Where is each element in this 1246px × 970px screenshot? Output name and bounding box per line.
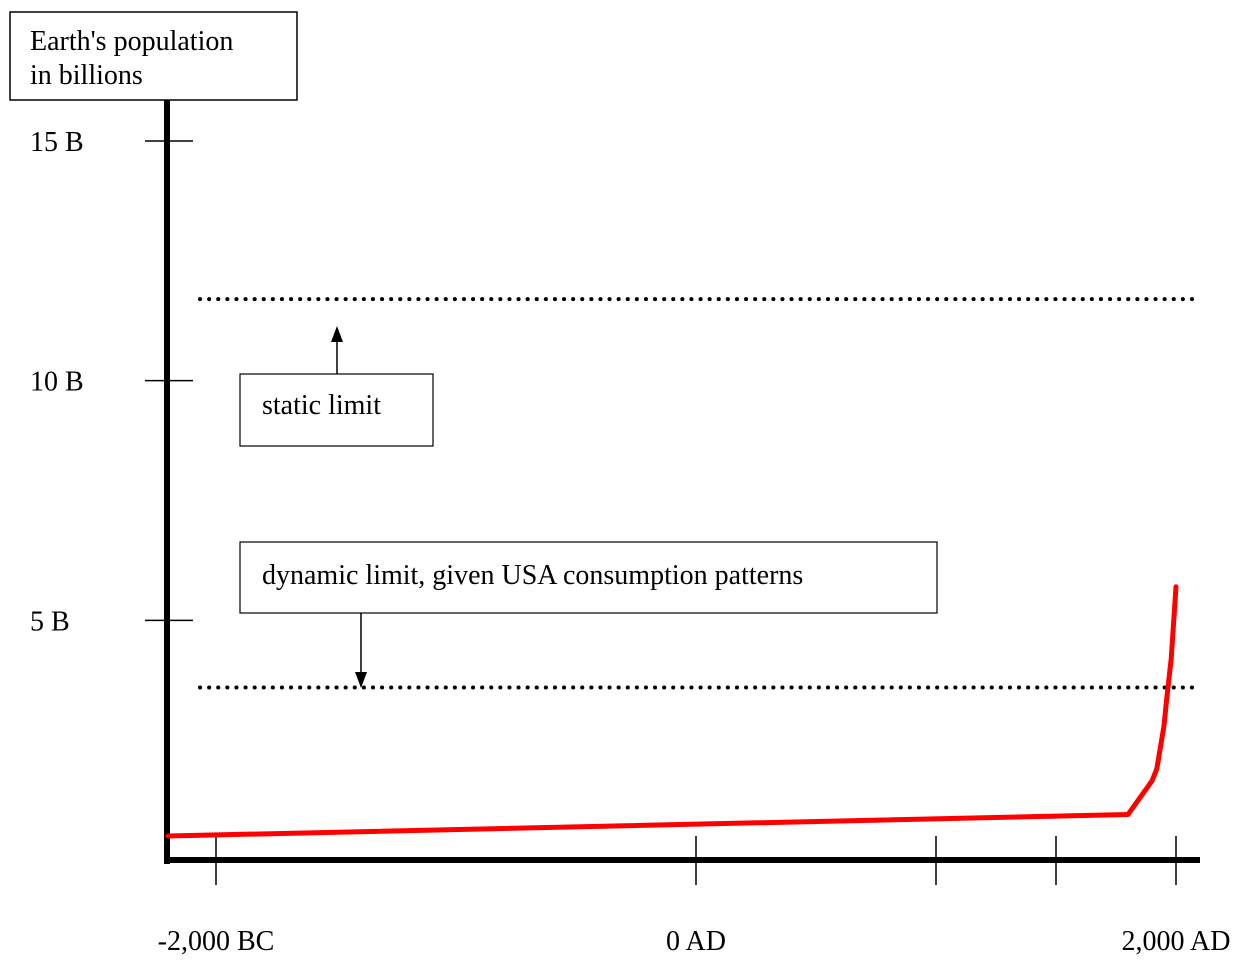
y-axis-title-line-2: in billions (30, 60, 143, 91)
y-tick-label-3: 5 B (30, 606, 70, 637)
dynamic-limit-arrowhead (355, 672, 367, 688)
x-tick-label-1: -2,000 BC (158, 926, 275, 957)
dynamic-limit-label: dynamic limit, given USA consumption pat… (262, 560, 803, 591)
population-series-line (165, 584, 1179, 839)
x-tick-label-2: 0 AD (666, 926, 726, 957)
y-axis-title-box: Earth's population in billions (9, 11, 298, 101)
reference-lines (198, 297, 1202, 690)
axes (164, 100, 1200, 864)
y-tick-label-2: 10 B (30, 367, 84, 398)
dynamic-limit-box (239, 541, 938, 614)
static-limit-annotation: static limit (239, 326, 434, 447)
series-layer (165, 584, 1179, 839)
dynamic-limit-annotation: dynamic limit, given USA consumption pat… (239, 541, 938, 688)
y-tick-label-1: 15 B (30, 127, 84, 158)
ticks: 15 B 10 B 5 B -2,000 BC 0 AD 2,000 AD (30, 127, 1230, 957)
y-axis-title-line-1: Earth's population (30, 26, 233, 57)
static-limit-box (239, 373, 434, 447)
static-limit-arrowhead (331, 326, 343, 342)
x-tick-label-5: 2,000 AD (1122, 926, 1231, 957)
static-limit-label: static limit (262, 390, 381, 421)
